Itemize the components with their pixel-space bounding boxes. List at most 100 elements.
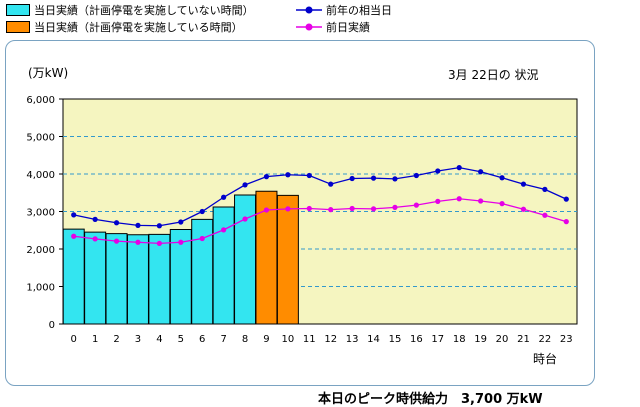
series-point: [456, 165, 462, 171]
series-point: [328, 207, 334, 213]
x-tick-label: 15: [389, 334, 402, 345]
series-point: [499, 201, 505, 207]
bar: [148, 233, 171, 325]
series-line: [73, 198, 567, 245]
legend-label-magenta: 前日実績: [326, 21, 370, 34]
series-point: [306, 172, 312, 179]
x-tick-label: 9: [263, 334, 269, 345]
series-line: [73, 166, 567, 227]
bar: [126, 234, 149, 325]
series-point: [71, 212, 77, 218]
series-point: [92, 236, 98, 242]
series-point: [285, 206, 291, 212]
series-point: [156, 223, 162, 229]
series-point: [349, 175, 355, 182]
x-tick-label: 4: [156, 334, 162, 345]
legend: 当日実績（計画停電を実施していない時間） 当日実績（計画停電を実施している時間）…: [6, 2, 426, 36]
series-point: [370, 206, 377, 212]
x-tick-label: 23: [560, 334, 573, 345]
bar: [105, 233, 128, 325]
legend-item-cyan: 当日実績（計画停電を実施していない時間）: [6, 2, 254, 18]
series-point: [199, 235, 205, 242]
series-point: [370, 175, 377, 181]
series-point: [392, 204, 398, 210]
x-tick-label: 7: [220, 334, 226, 345]
bar: [84, 231, 107, 325]
series-point: [456, 196, 462, 202]
series-point: [92, 216, 98, 222]
x-tick-label: 10: [282, 334, 295, 345]
series-point: [563, 219, 569, 225]
bar: [276, 194, 299, 325]
legend-item-orange: 当日実績（計画停電を実施している時間）: [6, 19, 243, 35]
series-point: [413, 202, 419, 208]
legend-swatch-cyan: [6, 4, 30, 16]
series-point: [113, 238, 120, 244]
series-point: [478, 169, 484, 175]
x-tick-label: 8: [242, 334, 248, 345]
series-point: [349, 205, 355, 212]
date-note: 3月 22日の 状況: [448, 68, 539, 82]
x-tick-label: 22: [539, 334, 552, 345]
series-point: [156, 240, 162, 246]
series-point: [478, 198, 484, 204]
series-point: [328, 181, 334, 187]
legend-swatch-orange: [6, 21, 30, 33]
y-tick-label: 6,000: [26, 95, 55, 106]
series-point: [199, 208, 205, 215]
series-point: [435, 198, 441, 204]
x-tick-label: 1: [92, 334, 98, 345]
legend-marker-blue: [296, 6, 322, 14]
x-tick-label: 17: [431, 334, 444, 345]
x-tick-label: 18: [453, 334, 466, 345]
series-point: [135, 239, 141, 245]
series-point: [392, 176, 398, 182]
series-point: [306, 205, 312, 212]
bar: [212, 206, 235, 325]
series-point: [178, 219, 184, 225]
footer-text: 本日のピーク時供給力 3,700 万kW: [318, 392, 543, 407]
y-tick-label: 0: [49, 320, 55, 331]
series-point: [413, 172, 419, 179]
x-tick-label: 11: [303, 334, 316, 345]
series-point: [242, 182, 248, 188]
x-tick-label: 20: [496, 334, 509, 345]
series-point: [135, 222, 141, 228]
x-tick-label: 13: [346, 334, 359, 345]
y-tick-label: 3,000: [26, 208, 55, 219]
x-tick-label: 16: [410, 334, 423, 345]
series-point: [435, 168, 441, 174]
x-tick-label: 19: [474, 334, 487, 345]
x-tick-label: 12: [324, 334, 337, 345]
legend-label-cyan: 当日実績（計画停電を実施していない時間）: [34, 4, 254, 17]
x-tick-label: 0: [71, 334, 77, 345]
legend-label-blue: 前年の相当日: [326, 4, 392, 17]
legend-item-magenta: 前日実績: [296, 19, 370, 35]
series-point: [178, 239, 184, 245]
series-point: [221, 227, 227, 233]
y-tick-label: 1,000: [26, 283, 55, 294]
series-point: [263, 174, 270, 180]
x-tick-label: 6: [199, 334, 205, 345]
x-tick-label: 14: [367, 334, 380, 345]
series-point: [113, 220, 120, 226]
legend-marker-magenta: [296, 23, 322, 31]
legend-item-blue: 前年の相当日: [296, 2, 392, 18]
series-point: [520, 206, 527, 212]
legend-label-orange: 当日実績（計画停電を実施している時間）: [34, 21, 243, 34]
x-tick-label: 3: [135, 334, 141, 345]
x-axis-label: 時台: [533, 352, 558, 366]
series-point: [285, 172, 291, 178]
series-point: [520, 181, 527, 187]
x-tick-label: 5: [178, 334, 184, 345]
series-point: [563, 196, 569, 202]
y-axis-unit: (万kW): [28, 66, 69, 80]
x-tick-label: 21: [517, 334, 530, 345]
series-point: [542, 186, 548, 192]
y-tick-label: 5,000: [26, 133, 55, 144]
series-point: [263, 207, 270, 213]
x-tick-label: 2: [113, 334, 119, 345]
series-point: [499, 175, 505, 181]
bar: [62, 228, 85, 325]
